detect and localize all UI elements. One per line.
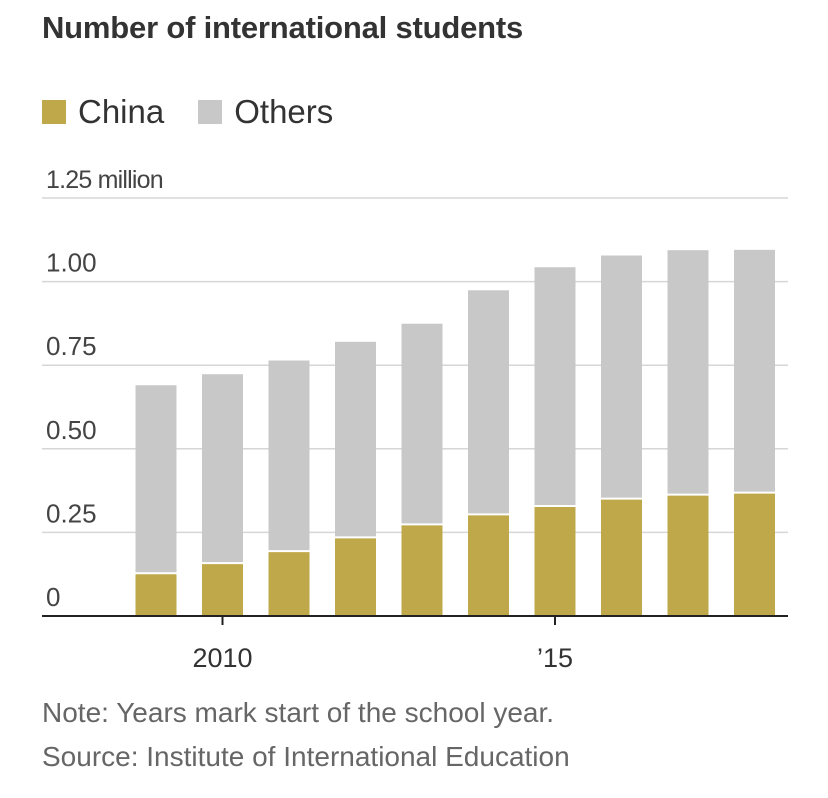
- legend-label-china: China: [78, 93, 165, 130]
- bar-others-2013: [401, 323, 443, 525]
- bar-others-2009: [135, 385, 177, 574]
- bar-china-2009: [135, 573, 177, 616]
- legend-swatch-china: [42, 100, 66, 124]
- bar-others-2015: [534, 267, 576, 506]
- legend-item-china: China: [42, 93, 164, 131]
- bar-others-2016: [601, 255, 642, 499]
- y-tick-label: 0.50: [46, 415, 97, 445]
- y-tick-label: 1.00: [46, 248, 97, 278]
- bar-china-2010: [202, 563, 243, 616]
- bar-china-2011: [268, 551, 310, 616]
- y-tick-label: 0: [46, 582, 60, 612]
- bar-others-2014: [468, 290, 509, 515]
- chart-title: Number of international students: [42, 10, 524, 45]
- bar-china-2018: [734, 492, 775, 616]
- y-tick-label: 1.25 million: [46, 166, 163, 194]
- bar-china-2016: [601, 498, 642, 616]
- source-note: Source: Institute of International Educa…: [42, 741, 570, 772]
- bar-china-2014: [468, 514, 509, 616]
- legend-label-others: Others: [234, 93, 334, 130]
- y-tick-label: 0.25: [46, 498, 97, 528]
- bar-china-2012: [335, 537, 376, 616]
- bar-others-2017: [667, 250, 709, 495]
- y-tick-label: 0.75: [46, 331, 97, 361]
- bar-china-2017: [667, 494, 709, 616]
- x-tick-label: ’15: [537, 643, 573, 673]
- bar-others-2010: [202, 374, 243, 564]
- bar-others-2012: [335, 341, 376, 538]
- bar-china-2013: [401, 524, 443, 616]
- bar-china-2015: [534, 505, 576, 616]
- legend-swatch-others: [198, 100, 223, 124]
- legend: China Others: [42, 92, 367, 132]
- bar-others-2018: [734, 249, 775, 493]
- bar-others-2011: [268, 360, 310, 552]
- legend-item-others: Others: [198, 93, 333, 131]
- footnote: Note: Years mark start of the school yea…: [42, 697, 555, 728]
- bar-chart: 0 0.25 0.50 0.75 1.00 1.25 million 2010 ’15: [42, 166, 788, 673]
- x-tick-label: 2010: [192, 643, 252, 673]
